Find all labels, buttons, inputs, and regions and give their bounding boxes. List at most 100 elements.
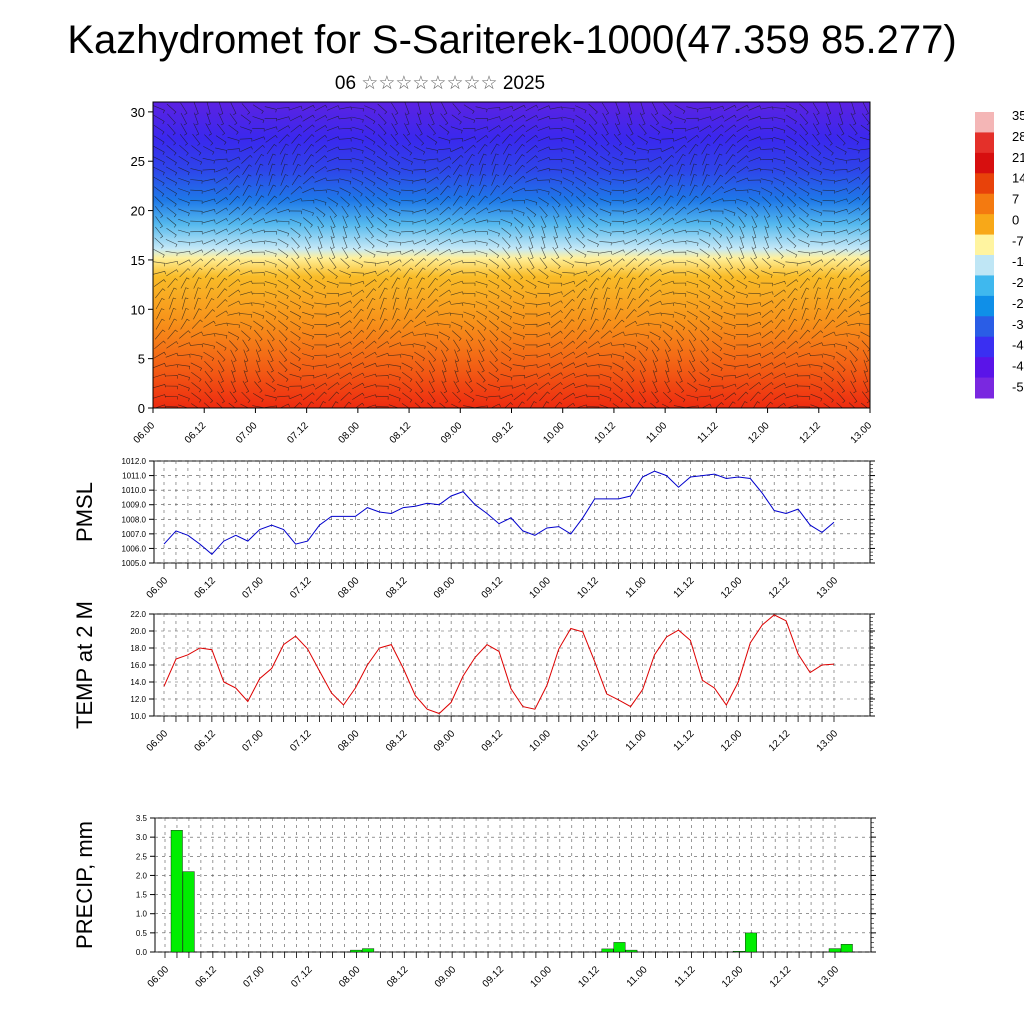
panel-frame [154, 817, 872, 953]
colorbar-segment [975, 255, 994, 276]
panel-y-tick-label: 2.5 [136, 852, 148, 861]
panel-y-tick-label: 1.0 [136, 910, 148, 919]
precip-bar [350, 949, 363, 953]
colorbar-label: 0 [1012, 212, 1019, 227]
panel-y-tick-label: 1012.0 [122, 457, 147, 466]
panel-y-axis-label: PRECIP, mm [72, 821, 97, 949]
panel-y-tick-label: 10.0 [130, 712, 146, 721]
panel-y-tick-label: 14.0 [130, 678, 146, 687]
panel-x-tick-label: 10.12 [575, 575, 601, 601]
subtitle-year: 2025 [502, 73, 546, 94]
colorbar-label: 7 [1012, 192, 1019, 207]
panel-x-tick-label: 13.00 [815, 575, 841, 601]
colorbar-segment [975, 357, 994, 379]
panel-x-tick-label: 09.00 [432, 728, 458, 754]
panel-x-tick-label: 09.12 [481, 964, 507, 990]
panel-y-tick-label: 0.5 [136, 929, 148, 938]
precip-panel: 0.0 0.5 1.0 1.5 2.0 2.5 3.0 3.5 06.00 06.12 07.00 0… [72, 814, 876, 990]
colorbar-segment [975, 316, 994, 338]
panel-x-tick-label: 09.00 [433, 964, 459, 990]
chart-subtitle: 06 ☆☆☆☆☆☆☆☆ 2025 [0, 72, 880, 96]
panel-x-tick-label: 11.00 [624, 575, 649, 600]
colorbar-label: -56 [1012, 379, 1024, 394]
panel-y-tick-label: 3.0 [136, 833, 148, 842]
heatmap-y-tick-label: 5 [138, 352, 145, 367]
heatmap-x-tick-label: 08.00 [337, 420, 363, 446]
panel-x-tick-label: 12.12 [767, 728, 793, 754]
panel-x-tick-label: 08.12 [385, 964, 411, 990]
panel-y-tick-label: 20.0 [130, 627, 146, 636]
pmsl-panel: 1005.0 1006.0 1007.0 1008.0 1009.0 1010.0 1011… [72, 457, 875, 601]
precip-bar [840, 944, 853, 953]
colorbar-segment [975, 275, 994, 297]
precip-bar [828, 948, 841, 953]
subtitle-day: 06 [334, 73, 357, 94]
heatmap-x-tick-label: 08.12 [388, 420, 414, 446]
colorbar-label: -21 [1012, 275, 1024, 290]
panel-x-tick-label: 06.12 [194, 964, 220, 990]
heatmap-x-tick-label: 09.00 [439, 420, 465, 446]
colorbar-label: 28 [1012, 129, 1024, 144]
panel-y-tick-label: 3.5 [136, 814, 148, 823]
heatmap-x-tick-label: 13.00 [849, 420, 875, 446]
heatmap-x-tick-label: 06.00 [132, 420, 158, 446]
heatmap-x-tick-label: 12.12 [797, 420, 823, 446]
precip-bar [745, 932, 757, 953]
panel-grid [154, 460, 870, 564]
panel-x-tick-label: 06.12 [193, 728, 219, 754]
panel-x-tick-label: 07.12 [289, 964, 315, 990]
precip-bar [362, 948, 375, 953]
colorbar-segment [975, 132, 994, 154]
panel-y-tick-label: 1010.0 [122, 486, 147, 495]
colorbar-segment [975, 234, 994, 256]
panel-frame [153, 460, 871, 564]
panel-x-tick-label: 08.00 [336, 575, 362, 601]
heatmap-y-tick-label: 15 [131, 253, 145, 268]
precip-bar [733, 951, 745, 953]
colorbar-segment [975, 173, 994, 195]
panel-y-tick-label: 1005.0 [122, 559, 147, 568]
heatmap-x-tick-label: 09.12 [490, 420, 516, 446]
panel-y-tick-label: 1009.0 [122, 501, 147, 510]
heatmap-x-tick-label: 11.12 [696, 420, 721, 445]
colorbar-label: -14 [1012, 254, 1024, 269]
panel-y-tick-label: 22.0 [130, 610, 146, 619]
panel-x-tick-label: 08.12 [384, 575, 410, 601]
panel-x-tick-label: 08.00 [337, 964, 363, 990]
heatmap-x-tick-label: 10.12 [593, 420, 619, 446]
precip-bar [182, 871, 195, 953]
colorbar-label: 14 [1012, 171, 1024, 186]
colorbar-label: 35 [1012, 108, 1024, 123]
panel-x-tick-label: 10.00 [528, 575, 554, 601]
colorbar-segment [975, 377, 994, 399]
panel-y-tick-label: 12.0 [130, 695, 146, 704]
heatmap-y-tick-label: 25 [131, 154, 145, 169]
colorbar-label: -7 [1012, 233, 1024, 248]
panel-y-axis-label: TEMP at 2 M [72, 601, 97, 729]
panel-x-tick-label: 12.12 [767, 575, 793, 601]
panel-x-tick-label: 13.00 [815, 728, 841, 754]
heatmap-y-tick-label: 20 [131, 204, 145, 219]
page-title: Kazhydromet for S-Sariterek-1000(47.359 … [67, 18, 957, 62]
colorbar-label: 21 [1012, 150, 1024, 165]
heatmap-x-tick-label: 11.00 [644, 420, 669, 445]
colorbar: 35 28 21 14 7 0 -7 -14 -21 -28 -35 -42 -49 -56 [975, 108, 1024, 399]
panel-grid [155, 817, 871, 953]
panel-x-tick-label: 08.00 [336, 728, 362, 754]
panel-x-tick-label: 09.12 [480, 575, 506, 601]
heatmap-y-tick-label: 30 [131, 105, 145, 120]
colorbar-segment [975, 112, 994, 133]
panel-x-tick-label: 08.12 [384, 728, 410, 754]
panel-x-tick-label: 06.00 [146, 964, 172, 990]
temp-panel: 10.0 12.0 14.0 16.0 18.0 20.0 22.0 06.00 06.12 07… [72, 601, 875, 754]
panel-x-tick-label: 12.00 [719, 728, 745, 754]
precip-bar [170, 830, 183, 953]
panel-x-tick-label: 12.00 [719, 575, 745, 601]
panel-x-tick-label: 07.12 [288, 575, 314, 601]
colorbar-segment [975, 193, 994, 215]
colorbar-label: -35 [1012, 317, 1024, 332]
panel-x-tick-label: 11.00 [625, 964, 650, 989]
heatmap-x-tick-label: 07.00 [234, 420, 260, 446]
heatmap-x-tick-label: 06.12 [183, 420, 209, 446]
